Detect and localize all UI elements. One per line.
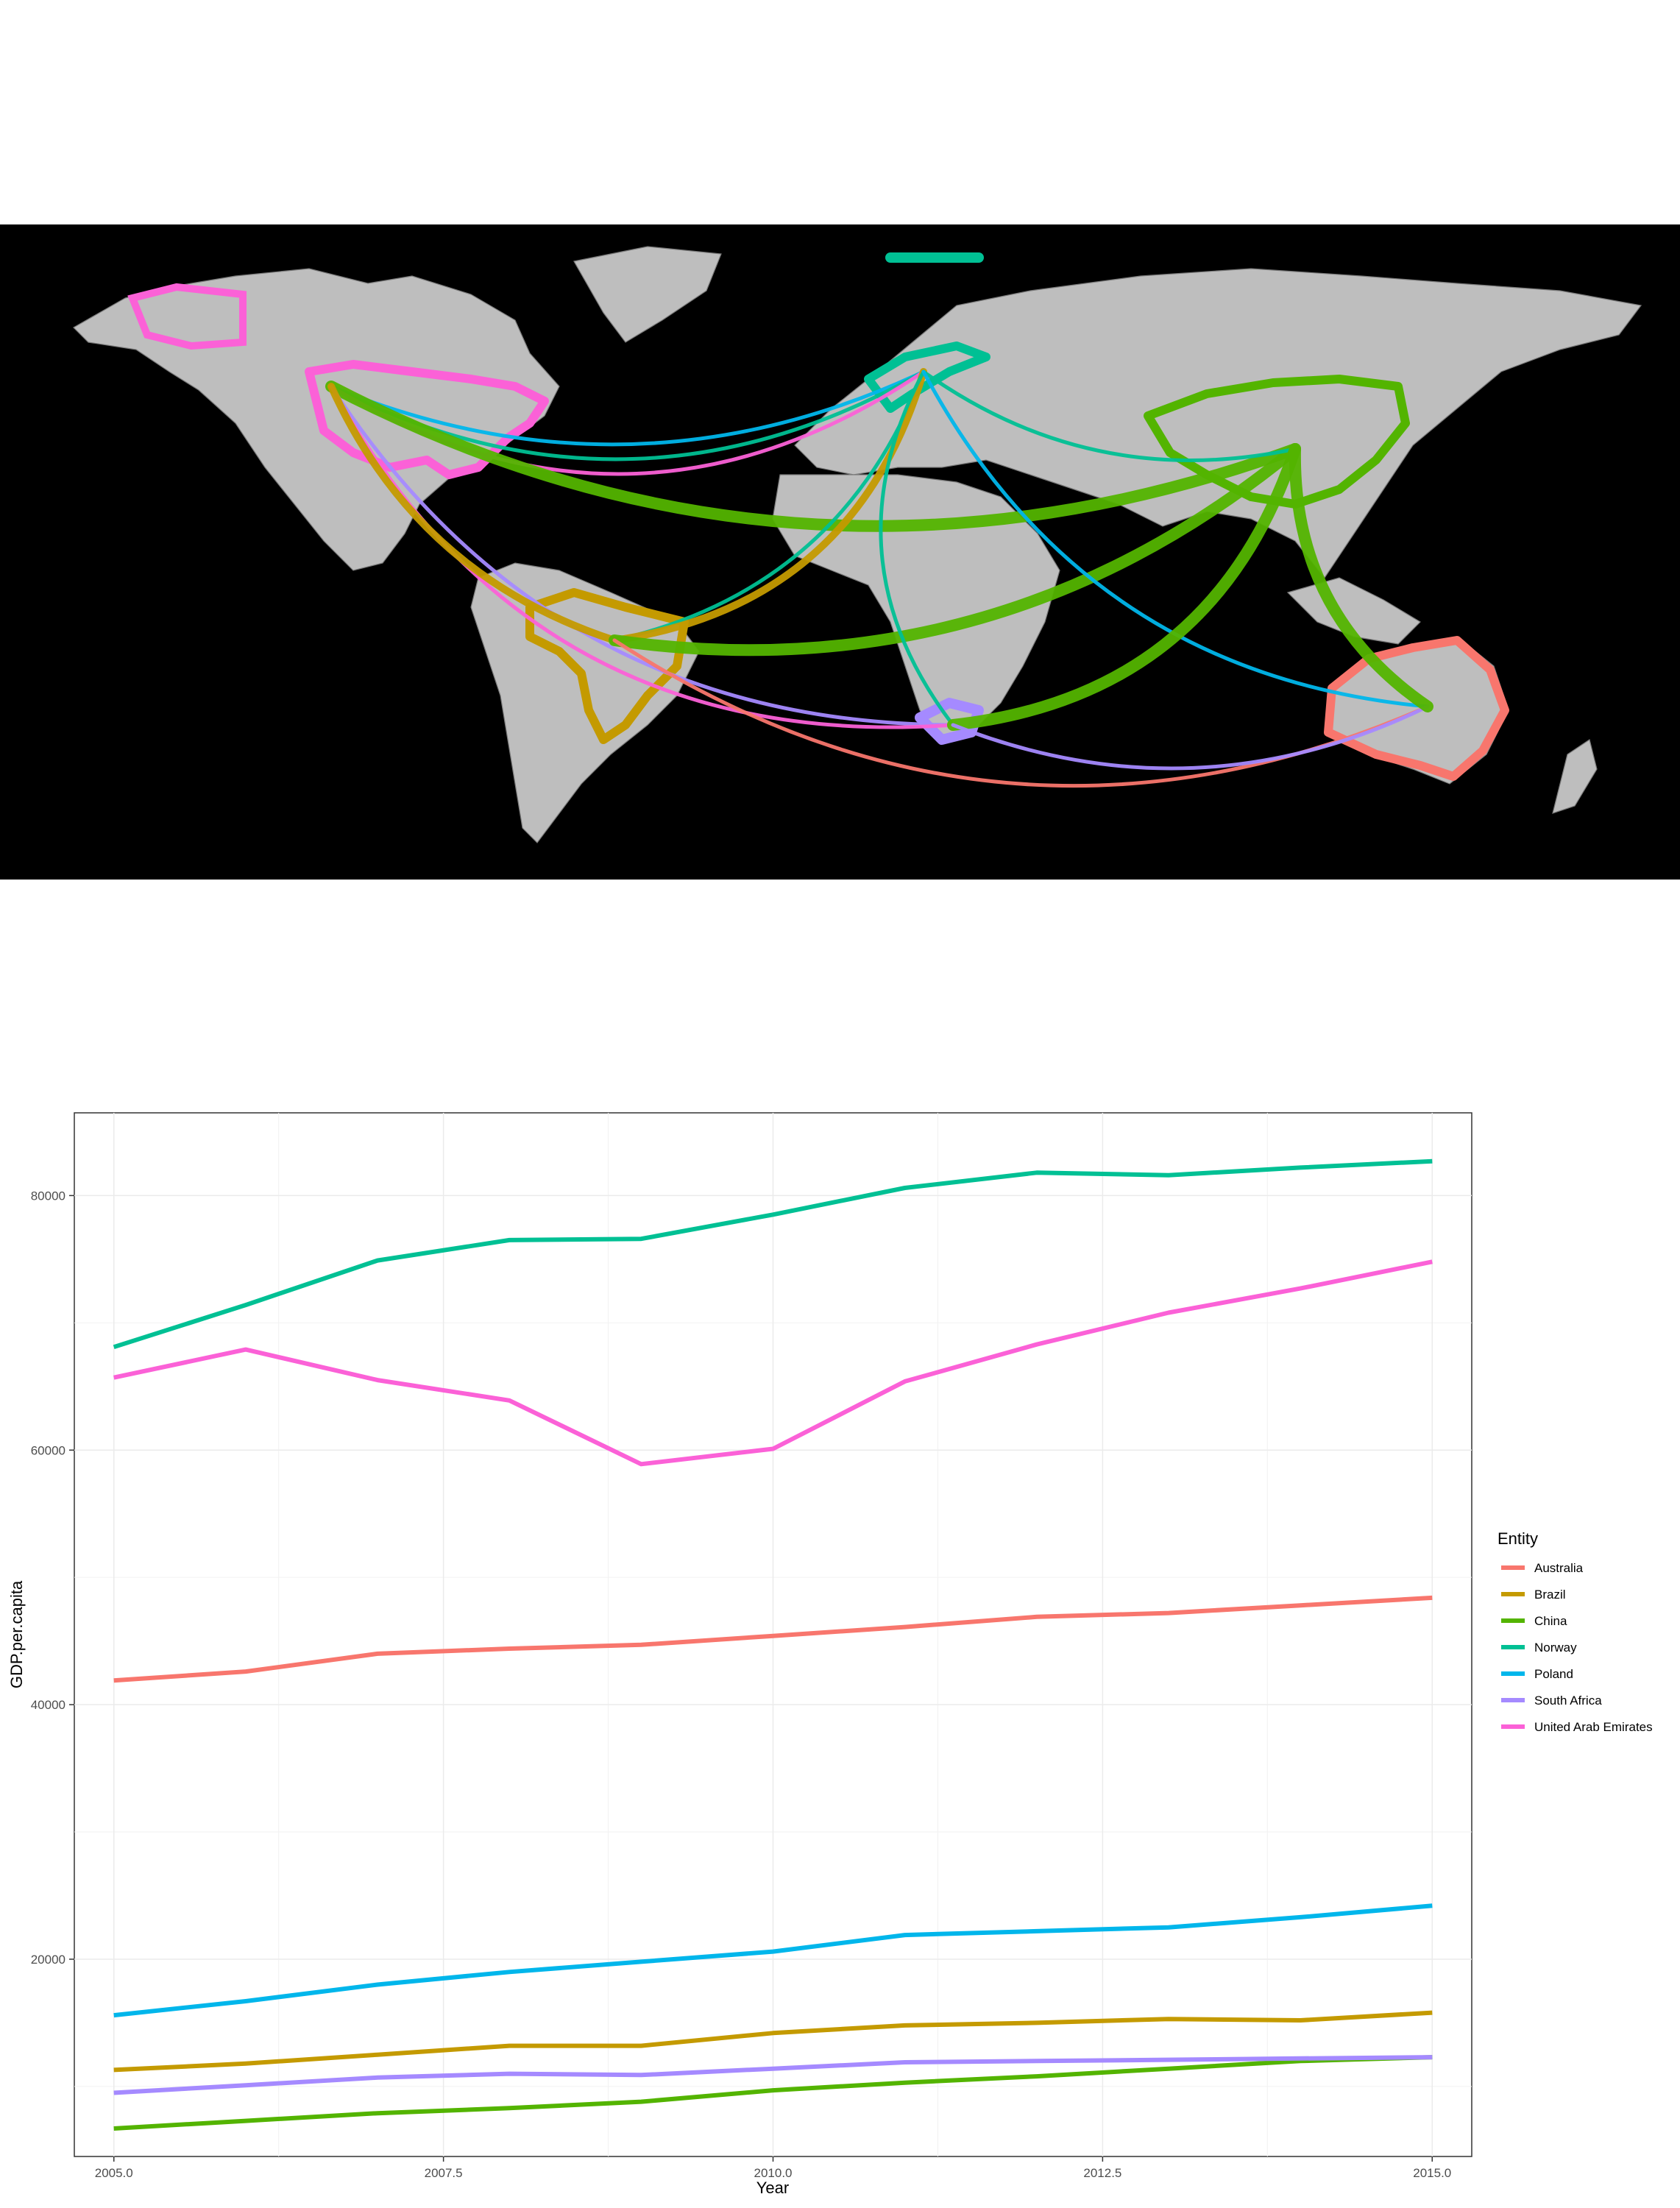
y-tick-label: 80000 bbox=[31, 1189, 65, 1203]
flow-arc-south-africa-to-china bbox=[947, 443, 1301, 731]
series-line-brazil bbox=[113, 2010, 1433, 2073]
flow-arc-norway-to-china bbox=[921, 369, 1297, 462]
land-north-america bbox=[73, 268, 560, 571]
flow-arc-united-states-to-china bbox=[325, 381, 1301, 532]
legend-title: Entity bbox=[1498, 1529, 1538, 1548]
x-tick-label: 2007.5 bbox=[425, 2166, 463, 2180]
flow-arc-united-states-to-norway bbox=[329, 369, 926, 447]
outline-australia bbox=[1324, 636, 1509, 781]
series-line-australia bbox=[113, 1595, 1433, 1683]
y-tick-label: 20000 bbox=[31, 1953, 65, 1967]
gdp-line-chart: 2005.0 2007.5 2010.0 2012.5 2015.0 20000 4000… bbox=[7, 1112, 1653, 2197]
x-tick-label: 2012.5 bbox=[1083, 2166, 1121, 2180]
flow-arc-south-africa-to-australia bbox=[951, 704, 1430, 771]
legend-label-south-africa: South Africa bbox=[1534, 1694, 1602, 1708]
flow-arc-norway-to-south-africa bbox=[879, 369, 955, 727]
series-lines bbox=[113, 1158, 1433, 2131]
major-gridlines bbox=[74, 1113, 1472, 2156]
legend-label-china: China bbox=[1534, 1614, 1567, 1628]
flow-arc-brazil-to-norway bbox=[611, 368, 927, 644]
world-map bbox=[73, 246, 1642, 843]
legend: Entity Australia Brazil China Norway Poland S… bbox=[1498, 1529, 1653, 1734]
trade-flow-arcs bbox=[325, 368, 1433, 788]
series-line-china bbox=[113, 2055, 1433, 2131]
land-new-zealand bbox=[1552, 739, 1598, 814]
series-line-south-africa bbox=[113, 2055, 1433, 2095]
legend-label-australia: Australia bbox=[1534, 1561, 1584, 1575]
series-line-united-arab-emirates bbox=[113, 1259, 1433, 1467]
flow-arc-united-states-to-brazil bbox=[327, 383, 618, 644]
legend-label-brazil: Brazil bbox=[1534, 1588, 1566, 1602]
y-tick-label: 40000 bbox=[31, 1698, 65, 1712]
legend-label-poland: Poland bbox=[1534, 1667, 1573, 1681]
legend-label-norway: Norway bbox=[1534, 1641, 1577, 1655]
y-axis-ticks: 20000 40000 60000 80000 bbox=[31, 1189, 74, 1967]
outline-alaska bbox=[127, 283, 247, 350]
outline-norway bbox=[864, 342, 990, 413]
land-greenland bbox=[573, 246, 722, 343]
y-axis-title: GDP.per.capita bbox=[7, 1580, 26, 1688]
flow-arc-norway-to-australia bbox=[921, 369, 1430, 709]
world-map-panel bbox=[0, 224, 1680, 880]
y-tick-label: 60000 bbox=[31, 1443, 65, 1457]
series-line-poland bbox=[113, 1903, 1433, 2018]
x-tick-label: 2015.0 bbox=[1413, 2166, 1451, 2180]
flow-arc-united-states-to-south-africa bbox=[329, 384, 955, 727]
x-tick-label: 2010.0 bbox=[754, 2166, 793, 2180]
x-axis-title: Year bbox=[756, 2179, 789, 2197]
land-eurasia bbox=[794, 268, 1642, 579]
series-line-norway bbox=[113, 1158, 1433, 1350]
flow-arc-china-to-australia bbox=[1289, 443, 1433, 712]
flow-arc-brazil-to-china bbox=[609, 443, 1301, 657]
x-axis-ticks: 2005.0 2007.5 2010.0 2012.5 2015.0 bbox=[95, 2156, 1451, 2180]
x-tick-label: 2005.0 bbox=[95, 2166, 133, 2180]
legend-label-united-arab-emirates: United Arab Emirates bbox=[1534, 1720, 1653, 1734]
outline-brazil bbox=[525, 588, 689, 744]
flow-arc-united-states-to-south-africa bbox=[329, 384, 955, 729]
